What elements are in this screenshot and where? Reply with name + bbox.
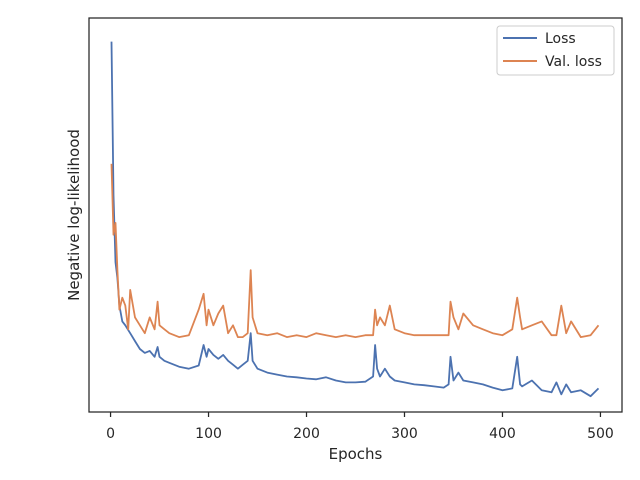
x-tick-label: 200 <box>293 426 320 442</box>
legend: Loss Val. loss <box>496 25 615 76</box>
series-layer <box>110 41 600 398</box>
x-tick-label: 400 <box>489 426 516 442</box>
x-tick-label: 0 <box>106 426 115 442</box>
y-axis-label: Negative log-likelihood <box>65 129 83 301</box>
x-tick-label: 500 <box>587 426 614 442</box>
legend-label-loss: Loss <box>545 31 576 47</box>
x-tick-label: 100 <box>195 426 222 442</box>
plot-area <box>88 17 623 413</box>
x-tick-label: 300 <box>391 426 418 442</box>
series-line-val-loss <box>110 163 600 339</box>
series-line-loss <box>110 41 600 398</box>
x-ticks: 0 100 200 300 400 500 <box>106 412 614 442</box>
legend-label-val-loss: Val. loss <box>545 54 602 70</box>
x-axis-label: Epochs <box>329 445 383 463</box>
